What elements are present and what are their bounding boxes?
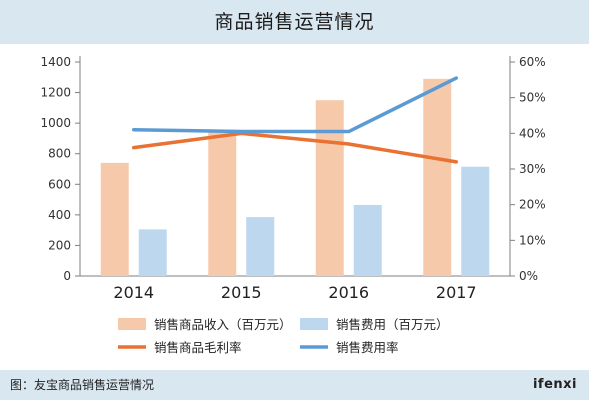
x-tick-label: 2017	[436, 283, 477, 302]
revenue-bar	[100, 162, 129, 276]
revenue-bar	[208, 130, 237, 276]
brand-logo: ifenxi	[532, 377, 577, 392]
footer-bar: 图：友宝商品销售运营情况 ifenxi	[0, 370, 589, 400]
left-tick-label: 200	[48, 238, 71, 252]
left-tick-label: 400	[48, 208, 71, 222]
right-tick-label: 40%	[519, 126, 546, 140]
right-tick-label: 10%	[519, 233, 546, 247]
right-tick-label: 60%	[519, 55, 546, 69]
right-tick-label: 50%	[519, 91, 546, 105]
left-tick-label: 1400	[40, 55, 71, 69]
left-tick-label: 1000	[40, 116, 71, 130]
legend-expense-swatch	[300, 318, 328, 330]
legend-revenue-label: 销售商品收入（百万元）	[154, 317, 292, 332]
expense-bar	[138, 229, 167, 276]
expense-bar	[353, 204, 382, 276]
margin-line	[132, 131, 458, 164]
left-tick-label: 1200	[40, 86, 71, 100]
chart-title: 商品销售运营情况	[0, 0, 589, 44]
expense-bar	[461, 166, 490, 276]
left-tick-label: 800	[48, 147, 71, 161]
chart-area: 0 200 400 600 800 1000 1200 1400 0% 10% 20% 30% 40% 5…	[0, 44, 589, 370]
expense-bar	[246, 217, 275, 276]
right-tick-label: 30%	[519, 162, 546, 176]
footer-caption: 图：友宝商品销售运营情况	[10, 378, 155, 392]
legend-expense-rate-label: 销售费用率	[336, 340, 399, 355]
left-tick-label: 0	[63, 269, 71, 283]
legend-margin-label: 销售商品毛利率	[154, 340, 242, 355]
chart-svg: 0 200 400 600 800 1000 1200 1400 0% 10% 20% 30% 40% 5…	[40, 55, 546, 355]
legend-revenue-swatch	[118, 318, 146, 330]
x-tick-label: 2014	[113, 283, 154, 302]
x-tick-label: 2016	[328, 283, 369, 302]
revenue-bar	[315, 100, 344, 276]
expense-rate-line	[132, 76, 458, 134]
right-tick-label: 0%	[519, 269, 538, 283]
revenue-bar	[423, 78, 452, 276]
left-tick-label: 600	[48, 177, 71, 191]
x-tick-label: 2015	[221, 283, 262, 302]
right-tick-label: 20%	[519, 198, 546, 212]
legend-expense-label: 销售费用（百万元）	[336, 317, 449, 332]
